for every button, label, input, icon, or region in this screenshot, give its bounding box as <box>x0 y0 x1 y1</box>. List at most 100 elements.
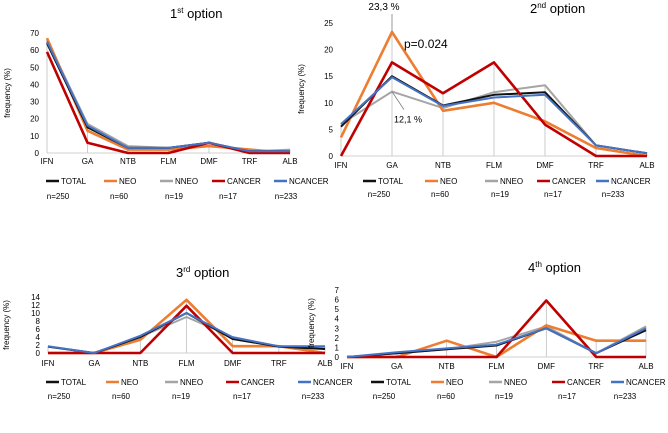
legend-label: NCANCER <box>611 177 651 186</box>
legend-label: CANCER <box>227 177 261 186</box>
legend-label: TOTAL <box>61 378 87 387</box>
chart-title: 2nd option <box>530 1 585 16</box>
series-line-cancer <box>45 51 290 155</box>
y-tick-label: 14 <box>31 293 40 302</box>
y-tick-label: 3 <box>335 324 340 333</box>
chart-title-superscript: th <box>535 260 542 269</box>
x-tick-label: ALB <box>638 362 653 371</box>
legend-label: CANCER <box>241 378 275 387</box>
legend-count: n=60 <box>431 190 450 199</box>
x-tick-label: GA <box>391 362 403 371</box>
legend-count: n=19 <box>491 190 510 199</box>
chart-title-superscript: nd <box>537 1 546 10</box>
x-tick-label: DMF <box>224 359 241 368</box>
y-tick-label: 0 <box>329 152 334 161</box>
chart-2: 2nd option frequency (%) 0 5 10 15 20 25 IFN GA NT… <box>297 1 655 199</box>
legend-count: n=17 <box>233 392 252 401</box>
y-tick-label: 20 <box>30 115 39 124</box>
chart-title-number: 1 <box>170 6 177 21</box>
legend-label: NNEO <box>500 177 523 186</box>
legend-count: n=60 <box>437 392 456 401</box>
legend-label: TOTAL <box>386 378 412 387</box>
legend-label: NEO <box>446 378 463 387</box>
legend-label: NNEO <box>175 177 198 186</box>
legend-count: n=250 <box>373 392 396 401</box>
chart-title-text: option <box>183 6 222 21</box>
x-tick-label: GA <box>82 157 94 166</box>
y-axis-label: frequency (%) <box>2 300 11 350</box>
x-tick-label: IFN <box>42 359 55 368</box>
legend-label: CANCER <box>567 378 601 387</box>
y-axis-label: frequency (%) <box>307 298 316 348</box>
x-tick-label: NTB <box>120 157 136 166</box>
y-tick-label: 70 <box>30 29 39 38</box>
series-line-ncancer <box>346 327 647 358</box>
legend-count: n=17 <box>544 190 563 199</box>
y-tick-label: 30 <box>30 98 39 107</box>
x-tick-label: ALB <box>282 157 297 166</box>
legend-label: NCANCER <box>289 177 329 186</box>
x-tick-label: DMF <box>538 362 555 371</box>
y-tick-label: 6 <box>335 296 340 305</box>
y-tick-label: 4 <box>335 315 340 324</box>
legend-label: TOTAL <box>378 177 404 186</box>
chart-title-number: 3 <box>176 265 183 280</box>
legend-label: TOTAL <box>61 177 87 186</box>
annotation-peak-value: 23,3 % <box>368 2 399 13</box>
y-tick-label: 20 <box>324 46 333 55</box>
annotation-low-value: 12,1 % <box>394 115 422 125</box>
y-tick-label: 7 <box>335 286 340 295</box>
y-tick-label: 2 <box>36 341 41 350</box>
x-tick-label: DMF <box>200 157 217 166</box>
series-line-cancer <box>339 61 647 158</box>
y-tick-label: 10 <box>30 132 39 141</box>
legend-count: n=233 <box>275 192 298 201</box>
legend-count: n=250 <box>368 190 391 199</box>
chart-title: 1st option <box>170 6 223 21</box>
annotation-p-value: p=0.024 <box>404 37 448 51</box>
x-tick-label: ALB <box>317 359 332 368</box>
chart-title-text: option <box>546 1 585 16</box>
series-line-neo <box>45 37 291 155</box>
y-tick-label: 10 <box>324 99 333 108</box>
x-tick-label: TRF <box>588 161 604 170</box>
x-tick-label: FLM <box>486 161 502 170</box>
y-tick-label: 15 <box>324 72 333 81</box>
x-tick-label: TRF <box>588 362 604 371</box>
x-tick-label: FLM <box>161 157 177 166</box>
x-tick-label: IFN <box>335 161 348 170</box>
legend-count: n=19 <box>172 392 191 401</box>
chart-title: 4th option <box>528 260 581 275</box>
chart-title-number: 2 <box>530 1 537 16</box>
x-tick-label: NTB <box>132 359 148 368</box>
legend-label: CANCER <box>552 177 586 186</box>
chart-title-text: option <box>542 260 581 275</box>
chart-1: 1st option frequency (%) 0 10 20 30 40 50 60 70 IF… <box>3 6 329 201</box>
y-tick-label: 8 <box>36 317 41 326</box>
series-line-ncancer <box>340 76 648 155</box>
y-tick-label: 50 <box>30 63 39 72</box>
legend-count: n=19 <box>495 392 514 401</box>
x-tick-label: TRF <box>271 359 287 368</box>
legend-label: NEO <box>119 177 136 186</box>
legend-label: NCANCER <box>626 378 666 387</box>
x-tick-label: IFN <box>41 157 54 166</box>
chart-title-superscript: st <box>177 6 184 15</box>
series-line-ncancer <box>46 41 290 153</box>
x-tick-label: GA <box>386 161 398 170</box>
x-tick-label: FLM <box>179 359 195 368</box>
x-tick-label: DMF <box>536 161 553 170</box>
legend-count: n=17 <box>219 192 238 201</box>
y-tick-label: 5 <box>335 305 340 314</box>
annotation-leader <box>391 91 405 110</box>
x-tick-label: GA <box>88 359 100 368</box>
legend-count: n=19 <box>165 192 184 201</box>
y-tick-label: 25 <box>324 19 333 28</box>
y-tick-label: 60 <box>30 46 39 55</box>
y-tick-label: 12 <box>31 301 40 310</box>
x-tick-label: NTB <box>435 161 451 170</box>
legend-count: n=233 <box>602 190 625 199</box>
legend-label: NEO <box>440 177 457 186</box>
